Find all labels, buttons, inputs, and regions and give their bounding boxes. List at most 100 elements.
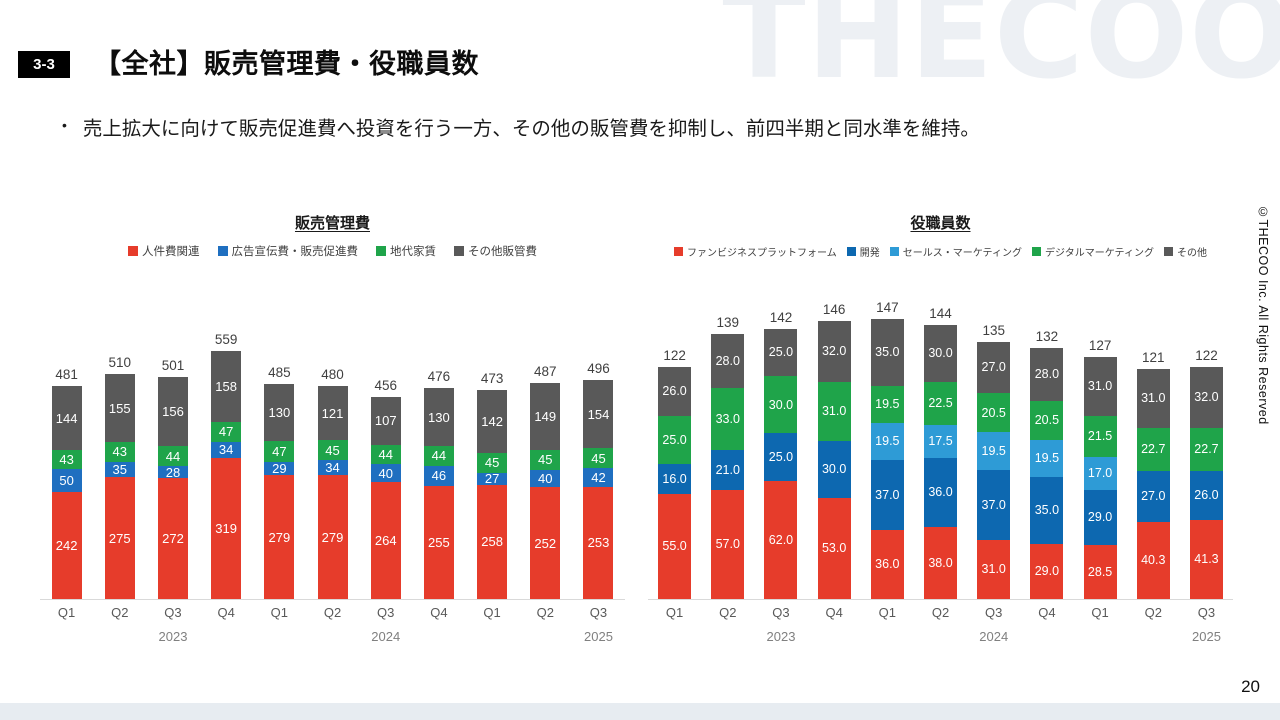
- axis-year-label: [914, 629, 967, 644]
- bar-segment-value: 19.5: [981, 443, 1006, 458]
- bar-segment: 16.0: [658, 463, 692, 495]
- axis-year-label: [701, 629, 754, 644]
- bar-column: 139 28.0 33.0 21.0 57.0: [701, 315, 754, 599]
- bar-segment-value: 19.5: [875, 434, 900, 449]
- bar-segment: 30.0: [924, 324, 958, 382]
- legend-label: ファンビジネスプラットフォーム: [687, 247, 837, 259]
- bar-segment-value: 28: [165, 464, 181, 480]
- axis-quarter-label: Q3: [772, 605, 790, 620]
- bar-segment-value: 33.0: [715, 411, 740, 426]
- legend-item: ファンビジネスプラットフォーム: [674, 244, 837, 259]
- bar-segment-value: 25.0: [768, 345, 794, 360]
- bullet-icon: •: [62, 117, 67, 133]
- bar-total-label: 510: [108, 354, 132, 370]
- bar-segment: 19.5: [977, 432, 1011, 470]
- stacked-bar: 149 45 40 252: [530, 383, 561, 599]
- bar-total-label: 456: [374, 378, 397, 394]
- bar-segment: 53.0: [817, 498, 851, 599]
- bar-segment-value: 19.5: [875, 397, 900, 412]
- bar-segment: 37.0: [870, 459, 904, 531]
- legend-item: 人件費関連: [128, 243, 200, 259]
- axis-quarter-label: Q4: [430, 605, 448, 620]
- bar-column: 127 31.0 21.5 17.0 29.0 28.5: [1074, 338, 1127, 599]
- bar-segment-value: 26.0: [662, 384, 687, 399]
- bar-segment-value: 40: [378, 465, 393, 481]
- bar-segment: 20.5: [1030, 401, 1064, 441]
- bar-segment-value: 149: [534, 408, 557, 424]
- bar-total-label: 496: [587, 360, 610, 376]
- bar-segment: 121: [317, 386, 348, 441]
- bar-segment: 32.0: [817, 320, 851, 382]
- bar-segment: 19.5: [870, 422, 904, 460]
- bar-segment-value: 29: [272, 461, 287, 477]
- axis-quarter-label: Q2: [1144, 605, 1162, 620]
- sga-chart-legend: 人件費関連 広告宣伝費・販売促進費 地代家賃 その他販管費: [40, 242, 625, 260]
- bar-column: 147 35.0 19.5 19.5 37.0 36.0: [861, 300, 914, 599]
- legend-swatch-icon: [217, 246, 228, 256]
- legend-label: デジタルマーケティング: [1044, 247, 1154, 259]
- bar-column: 473 142 45 27 258: [466, 371, 519, 599]
- bar-segment: 34: [211, 442, 242, 458]
- stacked-bar: 25.0 30.0 25.0 62.0: [764, 328, 798, 599]
- bar-segment-value: 279: [321, 529, 344, 545]
- axis-year-label: [466, 629, 519, 644]
- bar-segment-value: 35: [112, 461, 128, 477]
- bar-segment-value: 46: [431, 468, 447, 484]
- stacked-bar: 158 47 34 319: [211, 351, 242, 599]
- bar-segment-value: 36.0: [928, 485, 953, 500]
- axis-quarter-label: Q3: [985, 605, 1003, 620]
- bar-segment: 30.0: [764, 376, 798, 434]
- bar-total-label: 127: [1088, 338, 1112, 354]
- bar-segment: 44: [157, 446, 188, 466]
- sga-chart-year-axis: 2023 2024 2025: [40, 629, 625, 644]
- bar-segment: 36.0: [924, 458, 958, 527]
- bar-segment-value: 29.0: [1034, 564, 1060, 579]
- bar-segment: 43: [51, 450, 82, 470]
- bar-segment-value: 264: [374, 532, 397, 548]
- bar-segment: 21.0: [711, 450, 745, 491]
- legend-item: 地代家賃: [376, 243, 436, 259]
- bar-segment: 35.0: [870, 319, 904, 386]
- stacked-bar: 32.0 31.0 30.0 53.0: [817, 320, 851, 599]
- bar-segment-value: 45: [325, 442, 340, 458]
- bar-column: 496 154 45 42 253: [572, 361, 625, 599]
- bar-total-label: 121: [1142, 349, 1165, 365]
- axis-quarter-label: Q1: [483, 605, 501, 620]
- bar-segment-value: 252: [534, 535, 557, 551]
- bar-segment: 130: [423, 388, 454, 447]
- legend-label: 広告宣伝費・販売促進費: [231, 246, 359, 258]
- axis-year-label: [200, 629, 253, 644]
- axis-quarter-label: Q1: [57, 605, 76, 620]
- bar-segment: 28.5: [1083, 544, 1117, 599]
- bar-segment-value: 45: [484, 455, 500, 470]
- bar-total-label: 147: [876, 300, 899, 316]
- bar-segment: 144: [51, 386, 82, 451]
- bar-segment-value: 28.0: [1034, 367, 1060, 382]
- bar-segment-value: 25.0: [768, 449, 794, 464]
- bar-segment-value: 34: [325, 460, 340, 476]
- axis-quarter-label: Q1: [270, 605, 289, 620]
- bar-segment-value: 20.5: [1034, 413, 1060, 428]
- bar-segment: 44: [370, 444, 401, 465]
- bar-segment-value: 26.0: [1194, 488, 1219, 503]
- stacked-bar: 28.0 20.5 19.5 35.0 29.0: [1030, 347, 1064, 599]
- bar-column: 122 26.0 25.0 16.0 55.0: [648, 348, 701, 599]
- bar-segment: 25.0: [764, 328, 798, 377]
- axis-year-label: [40, 629, 93, 644]
- legend-label: その他: [1176, 247, 1207, 259]
- legend-item: その他: [1163, 244, 1207, 259]
- bar-segment: 17.0: [1083, 457, 1117, 490]
- axis-quarter-label: Q2: [931, 605, 950, 620]
- stacked-bar: 35.0 19.5 19.5 37.0 36.0: [870, 319, 904, 599]
- axis-quarter-label: Q2: [719, 605, 737, 620]
- bar-segment: 40: [530, 469, 561, 488]
- axis-year-label: [861, 629, 914, 644]
- legend-swatch-icon: [376, 246, 386, 256]
- bar-segment-value: 55.0: [662, 539, 687, 554]
- stacked-bar: 130 44 46 255: [423, 388, 454, 599]
- bar-segment-value: 17.5: [928, 434, 953, 449]
- stacked-bar: 156 44 28 272: [157, 377, 188, 599]
- bar-segment: 25.0: [764, 433, 798, 481]
- bar-segment: 45: [317, 440, 348, 461]
